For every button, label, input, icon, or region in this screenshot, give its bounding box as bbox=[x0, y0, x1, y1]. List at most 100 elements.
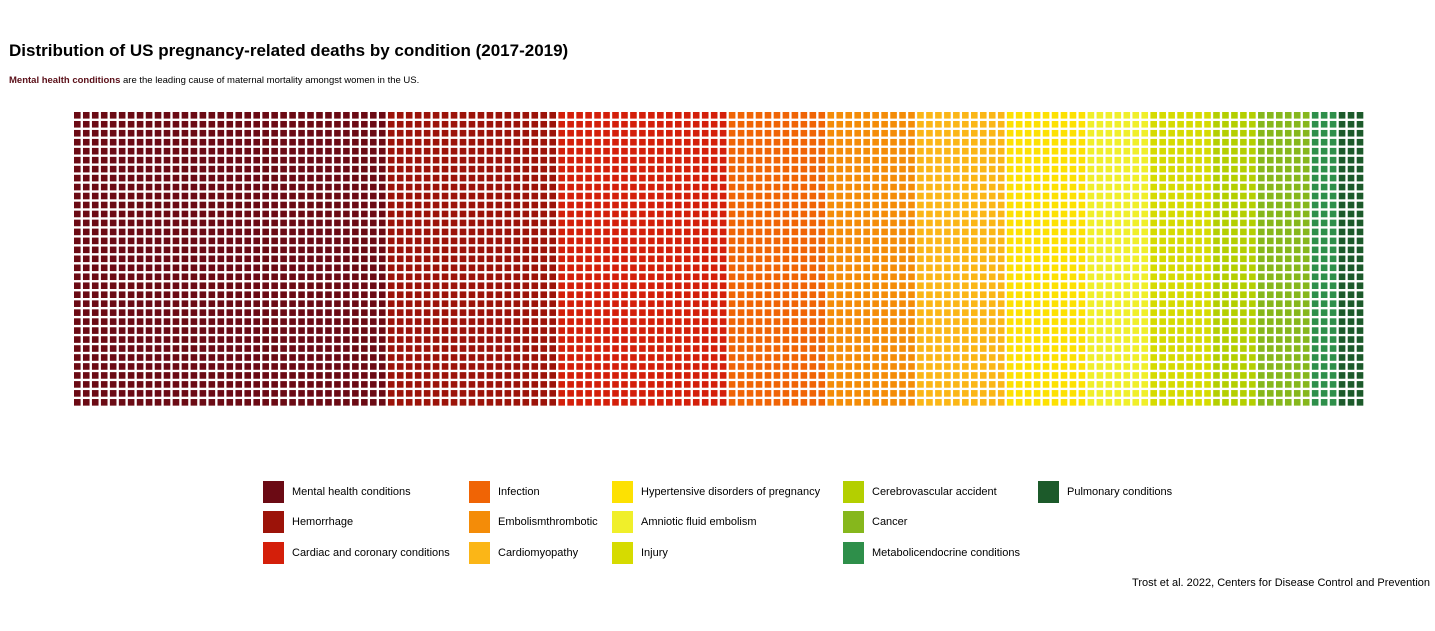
waffle-cell bbox=[558, 273, 565, 281]
waffle-cell bbox=[657, 156, 664, 164]
waffle-cell bbox=[666, 273, 673, 281]
waffle-cell bbox=[1302, 264, 1310, 272]
waffle-cell bbox=[82, 291, 90, 298]
waffle-cell bbox=[208, 246, 216, 254]
waffle-cell bbox=[782, 318, 790, 325]
waffle-cell bbox=[1347, 273, 1355, 281]
waffle-cell bbox=[1024, 390, 1032, 397]
waffle-cell bbox=[226, 372, 234, 379]
legend-swatch bbox=[612, 481, 633, 503]
waffle-cell bbox=[988, 390, 996, 397]
waffle-cell bbox=[666, 129, 673, 137]
waffle-cell bbox=[728, 246, 736, 254]
waffle-cell bbox=[289, 363, 296, 370]
waffle-cell bbox=[1302, 201, 1310, 209]
waffle-cell bbox=[387, 183, 395, 191]
waffle-cell bbox=[289, 201, 296, 209]
waffle-cell bbox=[1015, 318, 1023, 325]
waffle-cell bbox=[755, 309, 763, 316]
waffle-cell bbox=[908, 309, 915, 316]
waffle-cell bbox=[1015, 219, 1023, 227]
waffle-cell bbox=[271, 354, 278, 361]
waffle-cell bbox=[979, 129, 987, 137]
waffle-cell bbox=[845, 327, 853, 334]
waffle-cell bbox=[387, 390, 395, 397]
waffle-cell bbox=[423, 112, 431, 119]
waffle-cell bbox=[1159, 327, 1166, 334]
waffle-cell bbox=[172, 363, 180, 370]
waffle-cell bbox=[737, 120, 745, 128]
waffle-cell bbox=[666, 210, 673, 218]
waffle-cell bbox=[1249, 300, 1256, 307]
waffle-cell bbox=[396, 219, 404, 227]
waffle-cell bbox=[378, 309, 386, 316]
waffle-cell bbox=[558, 282, 565, 290]
waffle-cell bbox=[979, 327, 987, 334]
waffle-cell bbox=[91, 282, 99, 290]
waffle-cell bbox=[585, 336, 592, 343]
waffle-cell bbox=[226, 210, 234, 218]
waffle-cell bbox=[190, 174, 198, 182]
waffle-cell bbox=[1293, 282, 1301, 290]
waffle-cell bbox=[1356, 336, 1364, 343]
waffle-cell bbox=[621, 192, 628, 200]
waffle-cell bbox=[818, 228, 826, 236]
waffle-cell bbox=[1186, 210, 1193, 218]
waffle-cell bbox=[1078, 147, 1086, 155]
waffle-cell bbox=[522, 183, 530, 191]
waffle-cell bbox=[486, 246, 494, 254]
waffle-cell bbox=[890, 282, 897, 290]
waffle-cell bbox=[827, 120, 835, 128]
waffle-cell bbox=[764, 237, 772, 245]
waffle-cell bbox=[74, 129, 81, 137]
waffle-cell bbox=[1284, 228, 1292, 236]
waffle-cell bbox=[396, 372, 404, 379]
waffle-cell bbox=[1195, 255, 1202, 263]
waffle-cell bbox=[979, 399, 987, 406]
waffle-cell bbox=[253, 201, 260, 209]
waffle-cell bbox=[289, 300, 296, 307]
waffle-cell bbox=[854, 219, 861, 227]
waffle-cell bbox=[280, 156, 287, 164]
waffle-cell bbox=[1338, 237, 1346, 245]
waffle-cell bbox=[423, 336, 431, 343]
waffle-cell bbox=[1105, 291, 1113, 298]
waffle-cell bbox=[1356, 147, 1364, 155]
waffle-cell bbox=[1329, 372, 1337, 379]
waffle-cell bbox=[549, 174, 557, 182]
waffle-cell bbox=[540, 112, 548, 119]
waffle-cell bbox=[764, 300, 772, 307]
waffle-cell bbox=[109, 237, 117, 245]
waffle-cell bbox=[809, 264, 817, 272]
waffle-cell bbox=[370, 264, 377, 272]
waffle-cell bbox=[773, 174, 781, 182]
waffle-cell bbox=[1042, 309, 1050, 316]
waffle-cell bbox=[809, 120, 817, 128]
waffle-cell bbox=[1320, 390, 1328, 397]
waffle-cell bbox=[1096, 183, 1104, 191]
waffle-cell bbox=[917, 255, 924, 263]
waffle-cell bbox=[1347, 156, 1355, 164]
waffle-cell bbox=[378, 363, 386, 370]
waffle-cell bbox=[818, 129, 826, 137]
waffle-cell bbox=[630, 390, 637, 397]
waffle-cell bbox=[82, 183, 90, 191]
waffle-cell bbox=[477, 399, 485, 406]
waffle-cell bbox=[1096, 192, 1104, 200]
waffle-cell bbox=[692, 255, 700, 263]
waffle-cell bbox=[746, 300, 754, 307]
waffle-cell bbox=[468, 372, 476, 379]
waffle-cell bbox=[1096, 174, 1104, 182]
waffle-cell bbox=[1159, 138, 1166, 146]
waffle-cell bbox=[1240, 237, 1247, 245]
waffle-cell bbox=[334, 318, 341, 325]
waffle-cell bbox=[109, 354, 117, 361]
waffle-cell bbox=[818, 219, 826, 227]
waffle-cell bbox=[1159, 372, 1166, 379]
waffle-cell bbox=[818, 183, 826, 191]
waffle-cell bbox=[746, 129, 754, 137]
waffle-cell bbox=[289, 327, 296, 334]
waffle-cell bbox=[737, 129, 745, 137]
waffle-cell bbox=[657, 255, 664, 263]
waffle-cell bbox=[495, 210, 503, 218]
